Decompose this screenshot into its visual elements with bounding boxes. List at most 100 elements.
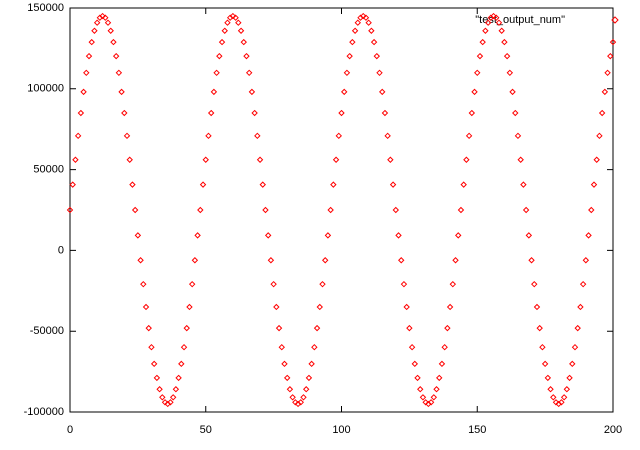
point: [376, 69, 383, 77]
point: [360, 12, 367, 20]
point: [267, 257, 275, 264]
point: [74, 132, 82, 140]
point: [243, 52, 250, 60]
point: [210, 88, 218, 96]
y-tick-label: 0: [58, 244, 64, 256]
point: [145, 324, 152, 332]
point: [308, 360, 315, 368]
x-tick-label: 200: [604, 424, 622, 436]
point: [438, 360, 446, 368]
point: [88, 38, 95, 46]
point: [292, 399, 299, 406]
point: [406, 324, 413, 332]
y-tick-label: -100000: [24, 406, 64, 418]
point: [558, 399, 565, 406]
point: [216, 52, 223, 60]
point: [479, 38, 486, 46]
point: [452, 257, 459, 264]
point: [379, 88, 386, 96]
y-tick-label: -50000: [30, 325, 64, 337]
point: [129, 181, 136, 188]
point: [115, 69, 123, 77]
point: [156, 386, 163, 393]
point: [522, 206, 530, 214]
point: [338, 109, 345, 117]
point: [460, 181, 467, 188]
point: [110, 38, 117, 46]
point: [245, 69, 253, 77]
point: [509, 88, 516, 96]
point: [476, 52, 484, 60]
point: [590, 181, 598, 188]
y-tick-label: 100000: [27, 83, 64, 95]
point: [300, 394, 307, 401]
point: [474, 69, 481, 77]
point: [550, 394, 557, 401]
point: [571, 343, 579, 351]
point: [153, 374, 161, 382]
point: [585, 232, 592, 239]
point: [169, 394, 177, 401]
point: [66, 206, 74, 214]
point: [121, 109, 128, 117]
point: [547, 386, 554, 393]
point: [281, 360, 288, 368]
point: [501, 38, 508, 46]
point: [159, 394, 166, 401]
point: [305, 374, 313, 382]
point: [134, 232, 142, 239]
point: [569, 360, 576, 368]
point: [259, 181, 266, 188]
point: [506, 69, 514, 77]
point: [72, 156, 79, 163]
point: [262, 206, 269, 214]
point: [593, 156, 600, 163]
point: [248, 88, 256, 96]
point: [207, 109, 215, 117]
point: [313, 324, 321, 332]
point: [302, 386, 310, 393]
point: [202, 156, 209, 163]
point: [373, 52, 381, 60]
point: [579, 280, 587, 288]
point: [275, 324, 283, 332]
point: [213, 69, 220, 77]
point: [186, 303, 193, 311]
point: [224, 19, 231, 26]
point: [197, 206, 204, 214]
y-tick-label: 150000: [27, 2, 64, 14]
point: [446, 303, 454, 311]
point: [604, 69, 611, 77]
point: [254, 132, 261, 140]
point: [503, 52, 511, 60]
point: [560, 394, 568, 401]
point: [354, 19, 361, 26]
point: [441, 343, 448, 351]
point: [346, 52, 353, 60]
point: [444, 324, 451, 332]
point: [398, 257, 405, 264]
point: [387, 156, 394, 163]
point: [349, 38, 356, 46]
point: [471, 88, 478, 96]
point: [199, 181, 207, 188]
point: [566, 374, 573, 382]
point: [316, 303, 323, 311]
y-tick-label: 50000: [33, 164, 64, 176]
point: [283, 374, 291, 382]
point: [172, 386, 180, 393]
point: [191, 257, 199, 264]
point: [278, 343, 285, 351]
point: [77, 109, 85, 117]
x-tick-label: 100: [332, 424, 350, 436]
point: [322, 257, 329, 264]
point: [493, 14, 500, 21]
point: [175, 374, 182, 382]
point: [490, 12, 497, 20]
point: [411, 360, 419, 368]
point: [544, 374, 552, 382]
point: [188, 280, 196, 288]
point: [588, 206, 595, 214]
point: [93, 19, 101, 26]
point: [229, 12, 237, 20]
